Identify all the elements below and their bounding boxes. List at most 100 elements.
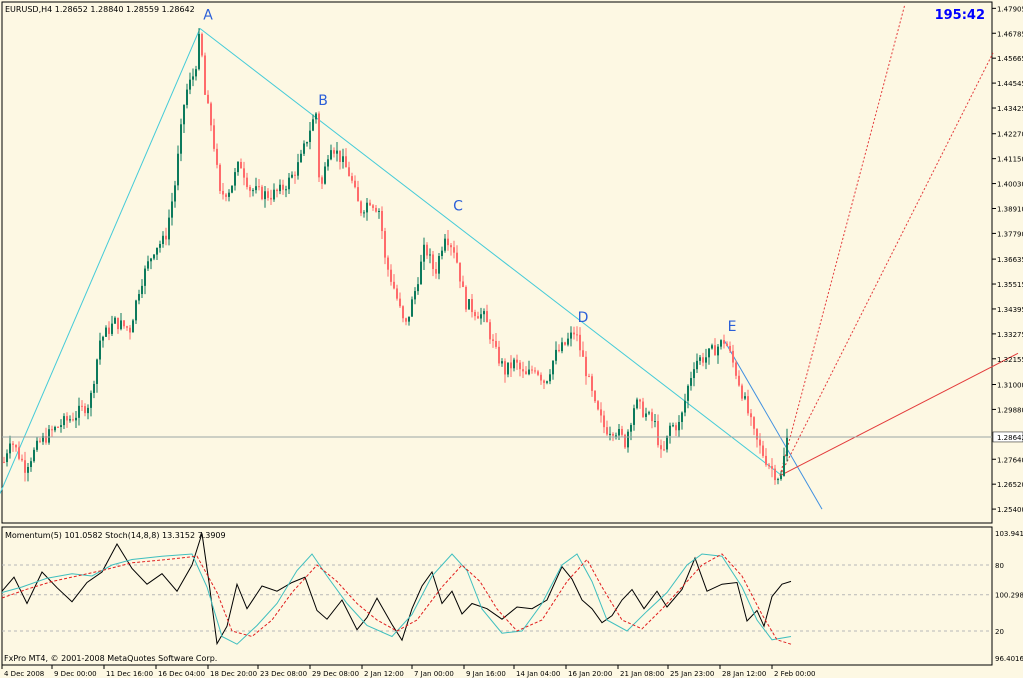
bull-candle-body [264, 191, 266, 200]
bear-candle-body [582, 350, 584, 357]
bear-candle-body [12, 443, 14, 445]
bull-candle-body [408, 316, 410, 322]
bull-candle-body [438, 256, 440, 274]
bull-candle-body [672, 425, 674, 427]
bull-candle-body [102, 336, 104, 341]
bull-candle-body [327, 159, 329, 167]
bull-candle-body [9, 443, 11, 454]
bear-candle-body [129, 327, 131, 333]
wave-label-c: C [453, 199, 463, 215]
bull-candle-body [27, 466, 29, 473]
price-tick-label: 1.45665 [997, 55, 1023, 63]
bear-candle-body [750, 413, 752, 418]
indicator-lines [1, 533, 792, 646]
bull-candle-body [42, 436, 44, 442]
bear-candle-body [453, 247, 455, 253]
bear-candle-body [84, 406, 86, 414]
bull-candle-body [87, 407, 89, 414]
bear-candle-body [651, 412, 653, 422]
bull-candle-body [183, 104, 185, 125]
time-tick-label: 14 Jan 04:00 [516, 670, 560, 678]
bear-candle-body [534, 370, 536, 372]
bull-candle-body [141, 285, 143, 295]
bull-candle-body [96, 359, 98, 384]
bull-candle-body [744, 396, 746, 399]
bear-candle-body [21, 458, 23, 461]
price-chart-window[interactable]: A B C D E 1.47905 1.46785 1.45665 1.44545 1.4342… [0, 1, 1023, 524]
bear-candle-body [432, 254, 434, 270]
bear-candle-body [261, 186, 263, 200]
bear-candle-body [435, 269, 437, 274]
bear-candle-body [660, 445, 662, 450]
bear-candle-body [294, 174, 296, 176]
bull-candle-body [180, 124, 182, 154]
bull-candle-body [192, 76, 194, 80]
bull-candle-body [48, 429, 50, 443]
bull-candle-body [312, 119, 314, 131]
bull-candle-body [69, 419, 71, 421]
bull-candle-body [609, 433, 611, 435]
bear-candle-body [531, 369, 533, 371]
bull-candle-body [501, 361, 503, 364]
price-tick-label: 1.27640 [997, 456, 1023, 464]
time-tick-label: 7 Jan 00:00 [414, 670, 454, 678]
bear-candle-body [657, 421, 659, 446]
bear-candle-body [510, 362, 512, 369]
bull-candle-body [168, 217, 170, 240]
indicator-window[interactable]: 103.9413 100.2986 96.4016 80 20 Momentum(5) … [1, 526, 1023, 666]
bull-candle-body [198, 33, 200, 70]
current-price-label: 1.28642 [997, 434, 1023, 442]
projection-line [779, 52, 994, 476]
bull-candle-body [555, 349, 557, 361]
bull-candle-body [513, 359, 515, 369]
bear-candle-body [72, 419, 74, 421]
bear-candle-body [282, 184, 284, 190]
bull-candle-body [300, 153, 302, 163]
bull-candle-body [633, 408, 635, 425]
bull-candle-body [411, 299, 413, 317]
bear-candle-body [384, 231, 386, 258]
bear-candle-body [558, 349, 560, 352]
bear-candle-body [579, 334, 581, 351]
price-tick-label: 1.47905 [997, 5, 1023, 13]
bull-candle-body [549, 374, 551, 382]
price-tick-label: 1.41150 [997, 156, 1023, 164]
bear-candle-body [240, 161, 242, 169]
bull-candle-body [306, 142, 308, 144]
bull-candle-body [342, 156, 344, 162]
bull-candle-body [618, 428, 620, 436]
bear-candle-body [642, 401, 644, 417]
bear-candle-body [774, 468, 776, 481]
price-tick-label: 1.38910 [997, 205, 1023, 213]
bull-candle-body [147, 261, 149, 269]
bull-candle-body [552, 360, 554, 375]
bull-candle-body [237, 161, 239, 173]
price-tick-label: 1.35515 [997, 281, 1023, 289]
bear-candle-body [393, 281, 395, 289]
bear-candle-body [522, 369, 524, 372]
bull-candle-body [363, 212, 365, 214]
bull-candle-body [75, 417, 77, 421]
bear-candle-body [210, 103, 212, 126]
bear-candle-body [381, 210, 383, 232]
bear-candle-body [66, 416, 68, 421]
indicator-tick-label: 100.2986 [995, 592, 1023, 600]
bear-candle-body [465, 287, 467, 310]
bull-candle-body [255, 186, 257, 191]
bear-candle-body [477, 316, 479, 319]
bull-candle-body [483, 311, 485, 315]
bear-candle-body [351, 176, 353, 181]
bear-candle-body [216, 148, 218, 165]
bear-candle-body [597, 401, 599, 410]
bear-candle-body [249, 186, 251, 191]
time-tick-label: 2 Feb 00:00 [774, 670, 815, 678]
bull-candle-body [570, 332, 572, 339]
bar-countdown: 195:42 [935, 8, 985, 23]
bull-candle-body [423, 244, 425, 262]
bull-candle-body [138, 294, 140, 301]
bear-candle-body [345, 156, 347, 168]
bear-candle-body [375, 207, 377, 212]
bull-candle-body [441, 250, 443, 257]
